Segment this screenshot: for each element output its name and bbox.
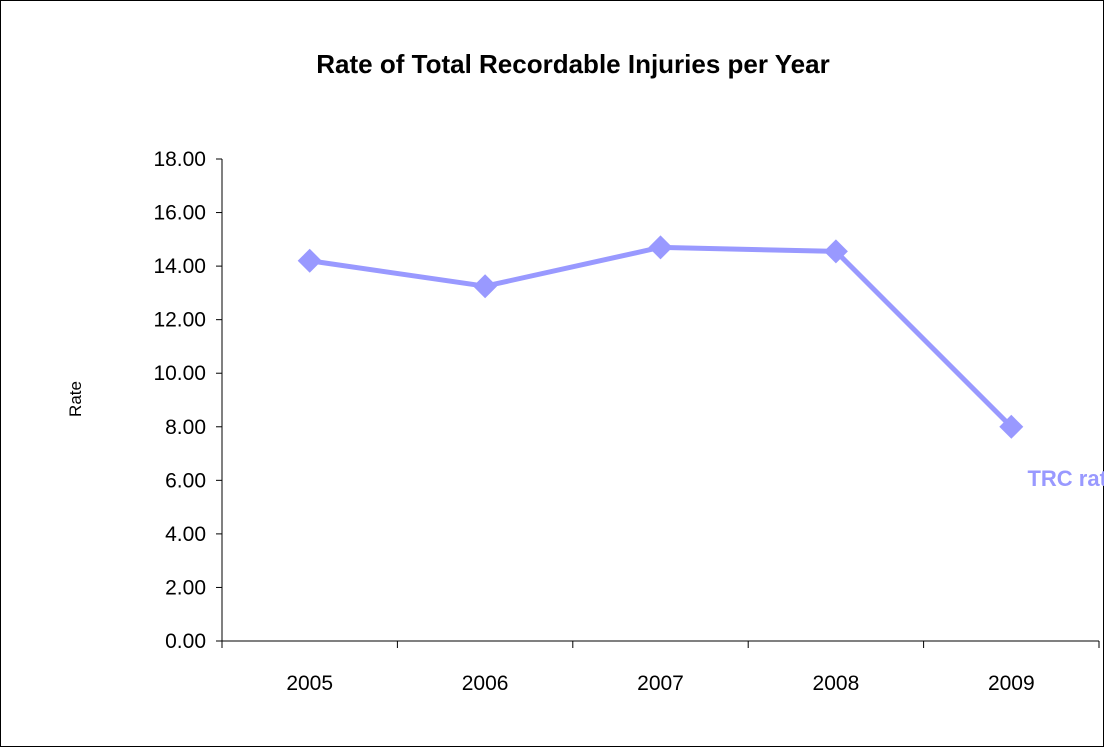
x-tick-label: 2005 xyxy=(286,672,333,695)
data-point-marker xyxy=(473,274,498,299)
y-tick-label: 12.00 xyxy=(153,309,206,332)
series-name-label: TRC rate xyxy=(1027,466,1104,491)
x-tick-label: 2009 xyxy=(988,672,1035,695)
series-layer: TRC rate xyxy=(297,235,1104,491)
x-tick-label: 2007 xyxy=(637,672,684,695)
y-tick-label: 18.00 xyxy=(153,148,206,171)
data-point-marker xyxy=(823,239,848,264)
ticks: 0.00 2.00 4.00 6.00 8.00 10.00 12.00 14.00 16.00… xyxy=(153,148,1100,695)
y-tick-label: 10.00 xyxy=(153,362,206,385)
y-tick-label: 6.00 xyxy=(165,469,206,492)
data-point-marker xyxy=(648,235,673,260)
axes xyxy=(221,159,1099,642)
y-axis-label: Rate xyxy=(66,381,85,417)
x-tick-label: 2006 xyxy=(462,672,509,695)
y-tick-label: 2.00 xyxy=(165,576,206,599)
data-point-marker xyxy=(297,248,322,273)
chart-title: Rate of Total Recordable Injuries per Ye… xyxy=(316,49,829,79)
series-line xyxy=(309,244,1014,429)
y-tick-label: 16.00 xyxy=(153,202,206,225)
y-tick-label: 14.00 xyxy=(153,255,206,278)
y-tick-label: 0.00 xyxy=(165,630,206,653)
data-point-marker xyxy=(999,414,1024,439)
x-tick-label: 2008 xyxy=(813,672,860,695)
y-tick-label: 8.00 xyxy=(165,416,206,439)
y-tick-label: 4.00 xyxy=(165,523,206,546)
